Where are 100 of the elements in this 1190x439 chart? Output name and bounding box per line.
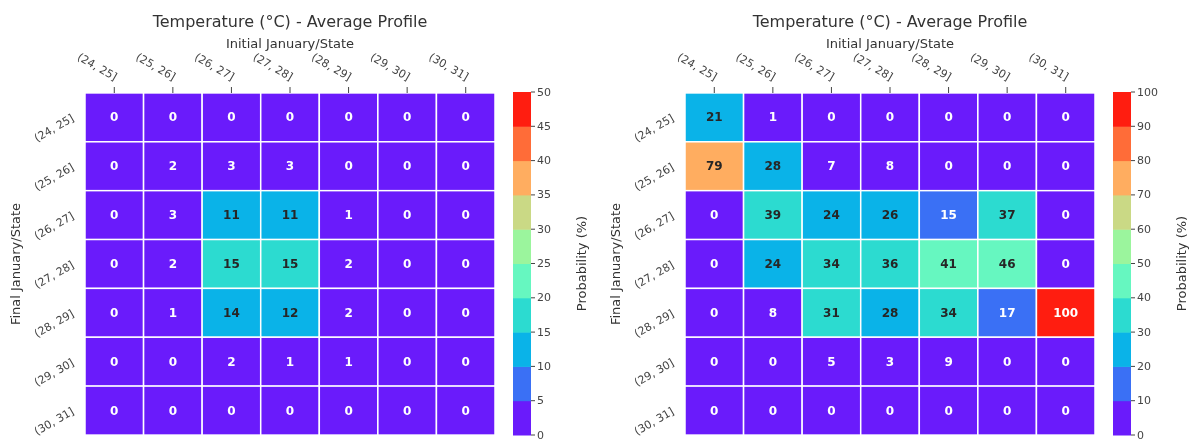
data-label: 3 (885, 354, 895, 369)
data-label: 0 (461, 159, 470, 174)
data-label: 8 (768, 305, 778, 320)
data-label: 41 (940, 257, 957, 271)
y-tick-label: (28, 29] (632, 307, 677, 341)
x-axis-title: Initial January/State (824, 36, 956, 51)
data-label: 15 (940, 208, 957, 223)
data-label: 0 (110, 208, 119, 223)
data-label: 1 (344, 354, 353, 369)
data-label: 0 (344, 403, 353, 418)
y-axis-title: Final January/State (608, 201, 624, 327)
x-axis-title: Initial January/State (224, 36, 356, 51)
data-label: 0 (710, 257, 719, 271)
data-label: 36 (881, 257, 899, 271)
data-label: 0 (110, 257, 119, 271)
color-bar-label: 50 (1137, 257, 1151, 270)
x-tick-label: (26, 27] (792, 50, 837, 84)
data-label: 0 (885, 110, 895, 125)
data-label: 0 (710, 208, 719, 223)
y-tick-label: (27, 28] (632, 258, 677, 292)
data-label: 0 (402, 110, 412, 125)
data-label: 1 (285, 354, 295, 369)
data-label: 39 (764, 208, 782, 223)
data-label: 0 (461, 208, 470, 223)
x-tick-label: (24, 25] (675, 50, 720, 84)
x-tick-label: (30, 31] (1026, 50, 1071, 84)
data-label: 0 (402, 403, 412, 418)
data-label: 28 (881, 305, 899, 320)
data-label: 21 (705, 110, 723, 125)
data-label: 0 (344, 159, 353, 174)
chart-title: Temperature (°C) - Average Profile (751, 12, 1029, 31)
data-label: 2 (344, 305, 353, 320)
y-tick-label: (29, 30] (632, 356, 677, 390)
data-label: 31 (823, 305, 840, 320)
data-label: 2 (168, 159, 178, 174)
x-tick-label: (27, 28] (850, 50, 895, 84)
y-tick-label: (30, 31] (32, 404, 77, 438)
data-label: 0 (402, 159, 412, 174)
data-label: 24 (823, 208, 840, 223)
y-tick-label: (25, 26] (32, 160, 77, 194)
color-bar-label: 45 (537, 119, 551, 133)
data-label: 15 (281, 257, 299, 271)
y-tick-label: (24, 25] (32, 111, 77, 145)
color-bar-label: 40 (1137, 291, 1151, 305)
data-label: 0 (885, 403, 895, 418)
data-label: 100 (1053, 305, 1079, 320)
data-label: 3 (227, 159, 236, 174)
data-label: 0 (710, 305, 719, 320)
data-label: 0 (110, 110, 119, 125)
x-tick-label: (28, 29] (309, 50, 354, 84)
color-bar-label: 30 (537, 222, 551, 236)
color-bar-label: 20 (1137, 359, 1151, 373)
color-bar-label: 0 (1137, 428, 1144, 439)
data-label: 0 (402, 257, 412, 271)
data-label: 0 (1002, 159, 1012, 174)
data-label: 0 (227, 403, 236, 418)
x-tick-label: (24, 25] (75, 50, 120, 84)
data-label: 0 (168, 403, 178, 418)
data-label: 0 (768, 403, 778, 418)
data-label: 0 (110, 354, 119, 369)
color-bar-label: 35 (537, 188, 551, 202)
data-label: 37 (998, 208, 1016, 223)
data-label: 0 (1061, 403, 1070, 418)
data-label: 79 (705, 159, 723, 174)
data-label: 0 (1061, 208, 1070, 223)
data-label: 0 (1002, 354, 1012, 369)
data-label: 0 (710, 403, 719, 418)
data-label: 2 (168, 257, 178, 271)
y-tick-label: (27, 28] (32, 258, 77, 292)
data-label: 0 (944, 403, 953, 418)
data-label: 0 (461, 257, 470, 271)
data-label: 0 (168, 110, 178, 125)
data-label: 0 (110, 305, 119, 320)
data-label: 0 (827, 110, 836, 125)
color-bar-label: 20 (537, 291, 551, 305)
data-label: 17 (998, 305, 1016, 320)
data-label: 0 (285, 110, 295, 125)
color-bar-label: 80 (1137, 154, 1151, 168)
x-tick-label: (29, 30] (967, 50, 1013, 84)
data-label: 1 (768, 110, 778, 125)
data-label: 26 (881, 208, 899, 223)
data-label: 0 (1002, 403, 1012, 418)
y-tick-label: (25, 26] (632, 160, 677, 194)
data-label: 11 (281, 208, 299, 223)
data-label: 34 (940, 305, 957, 320)
data-label: 46 (998, 257, 1016, 271)
color-bar-title: Probability (%) (1173, 215, 1189, 312)
color-bar-label: 10 (1137, 394, 1151, 408)
y-tick-label: (29, 30] (32, 356, 77, 390)
data-label: 7 (827, 159, 836, 174)
data-label: 0 (944, 110, 953, 125)
data-label: 3 (285, 159, 295, 174)
data-label: 0 (461, 305, 470, 320)
chart-title: Temperature (°C) - Average Profile (151, 12, 429, 31)
data-label: 2 (344, 257, 353, 271)
color-bar-title: Probability (%) (573, 215, 589, 312)
data-label: 15 (223, 257, 240, 271)
color-bar-label: 40 (537, 154, 551, 168)
data-label: 0 (827, 403, 836, 418)
data-label: 0 (461, 110, 470, 125)
